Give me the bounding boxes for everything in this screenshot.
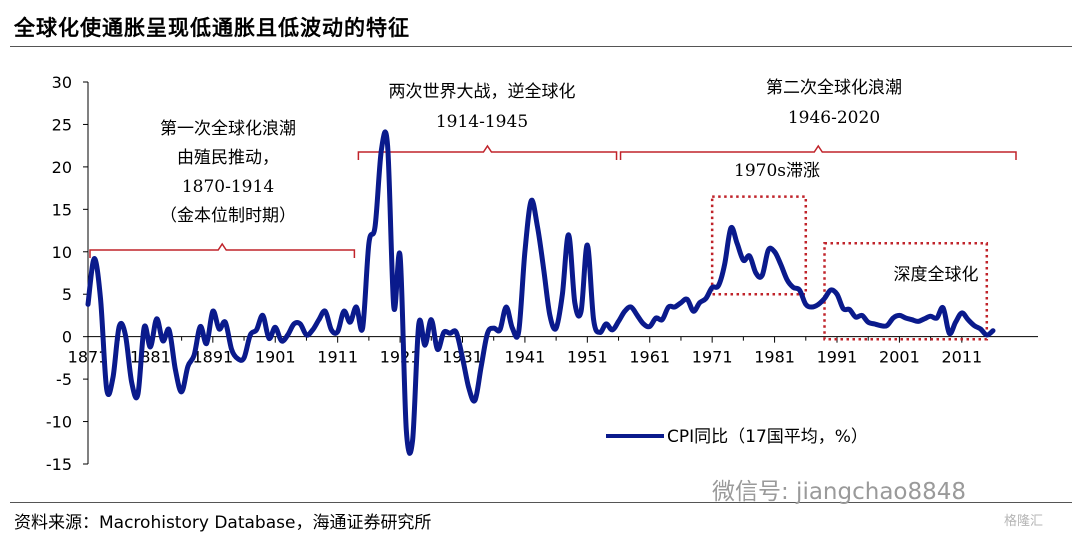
legend-label: CPI同比（17国平均，%） [667, 427, 868, 447]
annotation-subtitle: （金本位制时期） [160, 206, 296, 226]
legend: CPI同比（17国平均，%） [606, 427, 868, 447]
y-tick-label: -5 [56, 370, 72, 389]
y-axis: 30 25 20 15 10 5 0 -5 -10 -15 [46, 73, 89, 474]
x-tick-label: 1921 [380, 348, 421, 367]
highlight-box [823, 242, 989, 341]
x-tick-label: 1951 [567, 348, 608, 367]
y-tick-label: 10 [52, 243, 72, 262]
title-divider [10, 46, 1072, 47]
gelonghui-logo: 格隆汇 [1004, 514, 1044, 529]
x-tick-label: 1871 [68, 348, 109, 367]
period-brackets [89, 144, 1017, 258]
annotation-title: 1970s滞涨 [734, 161, 820, 181]
y-tick-label: -10 [46, 413, 72, 432]
annotation-subtitle: 1870-1914 [182, 177, 274, 197]
y-tick-label: 15 [52, 200, 72, 219]
period-bracket [357, 144, 618, 160]
y-tick-label: 5 [62, 285, 72, 304]
x-tick-label: 1941 [505, 348, 546, 367]
annotation-title: 第二次全球化浪潮 [766, 78, 902, 98]
plot-area [85, 129, 996, 456]
x-tick-label: 1901 [255, 348, 296, 367]
x-tick-label: 1961 [629, 348, 670, 367]
annotation-title: 两次世界大战，逆全球化 [389, 82, 576, 102]
x-tick-label: 1981 [754, 348, 795, 367]
period-bracket [89, 242, 356, 258]
annotation-subtitle: 1946-2020 [788, 108, 880, 128]
x-tick-label: 1911 [317, 348, 358, 367]
x-tick-label: 2011 [941, 348, 982, 367]
cpi-series-line [85, 129, 996, 456]
x-axis: 1871 1881 1891 1901 1911 1921 1931 1941 1951 1961… [68, 336, 1038, 367]
y-tick-label: 30 [52, 73, 72, 92]
x-tick-label: 1991 [817, 348, 858, 367]
y-tick-label: 25 [52, 115, 72, 134]
period-bracket [619, 144, 1017, 160]
page-title: 全球化使通胀呈现低通胀且低波动的特征 [14, 15, 410, 40]
x-tick-label: 2001 [879, 348, 920, 367]
footer-divider [10, 502, 1072, 503]
annotation-subtitle: 1914-1945 [436, 112, 528, 132]
annotation-title: 深度全球化 [894, 265, 979, 285]
y-tick-label: -15 [46, 455, 72, 474]
highlight-boxes [710, 195, 989, 341]
annotation-title: 第一次全球化浪潮 [160, 119, 296, 139]
wechat-watermark: 微信号: jiangchao8848 [712, 479, 967, 505]
annotation-subtitle: 由殖民推动， [177, 148, 279, 168]
x-tick-label: 1891 [192, 348, 233, 367]
y-tick-label: 0 [62, 328, 72, 347]
source-note: 资料来源：Macrohistory Database，海通证券研究所 [14, 513, 432, 533]
y-tick-label: 20 [52, 158, 72, 177]
x-tick-label: 1881 [130, 348, 171, 367]
x-tick-label: 1971 [692, 348, 733, 367]
